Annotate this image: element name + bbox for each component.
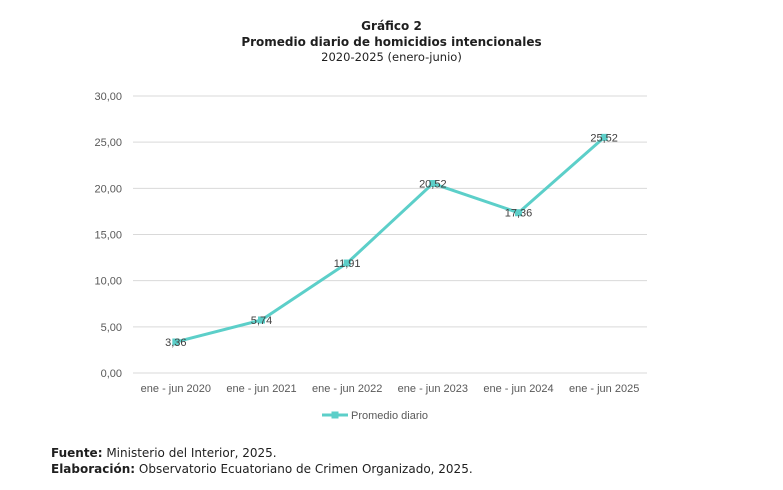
x-tick-label: ene - jun 2020: [141, 383, 211, 395]
data-point: [600, 133, 608, 141]
legend-marker: [331, 411, 339, 419]
line-chart: 0,00 5,00 10,00 15,00 20,00 25,00 30,00 ene - j…: [94, 91, 647, 422]
chart-period: 2020-2025 (enero-junio): [321, 50, 462, 64]
legend-label: Promedio diario: [351, 410, 428, 422]
y-tick-label: 15,00: [94, 230, 122, 242]
data-label: 3,36: [165, 337, 186, 349]
chart-subtitle: Promedio diario de homicidios intenciona…: [241, 35, 542, 49]
source-note: Fuente: Ministerio del Interior, 2025.: [51, 446, 277, 460]
source-label: Fuente:: [51, 446, 103, 460]
y-tick-label: 25,00: [94, 137, 122, 149]
x-tick-label: ene - jun 2025: [569, 383, 639, 395]
data-point: [258, 316, 265, 324]
data-label: 17,36: [505, 208, 533, 220]
y-tick-label: 30,00: [94, 91, 122, 103]
data-point: [172, 338, 180, 346]
x-tick-label: ene - jun 2021: [226, 383, 296, 395]
y-tick-label: 10,00: [94, 276, 122, 288]
y-tick-label: 20,00: [94, 183, 122, 195]
data-label: 25,52: [590, 132, 618, 144]
source-text: Ministerio del Interior, 2025.: [102, 446, 277, 460]
credit-note: Elaboración: Observatorio Ecuatoriano de…: [51, 462, 473, 476]
series-line: [175, 136, 606, 344]
data-label: 5,74: [251, 315, 272, 327]
x-tick-label: ene - jun 2023: [398, 383, 468, 395]
chart-title: Gráfico 2: [361, 19, 422, 33]
y-tick-label: 0,00: [101, 368, 122, 380]
credit-label: Elaboración:: [51, 462, 136, 476]
data-label: 20,52: [419, 179, 447, 191]
data-point: [343, 259, 351, 267]
x-tick-label: ene - jun 2024: [483, 383, 553, 395]
data-point: [515, 209, 522, 217]
x-tick-label: ene - jun 2022: [312, 383, 382, 395]
y-tick-label: 5,00: [101, 322, 122, 334]
credit-text: Observatorio Ecuatoriano de Crimen Organ…: [135, 462, 473, 476]
data-label: 11,91: [334, 258, 361, 270]
data-point: [429, 180, 437, 188]
